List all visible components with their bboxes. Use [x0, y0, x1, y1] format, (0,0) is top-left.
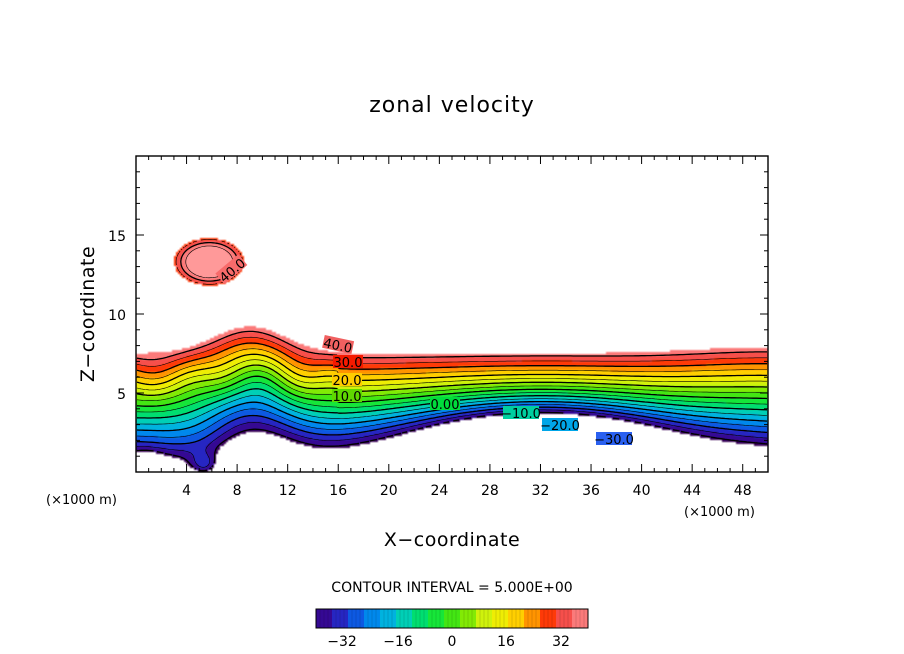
y-tick-label: 15: [108, 229, 126, 245]
colorbar-bin: [444, 609, 461, 628]
colorbar-bin: [524, 609, 541, 628]
y-tick-labels: 5 10 15: [108, 229, 126, 403]
x-tick-label: 40: [633, 483, 651, 499]
contour-lines: [136, 239, 768, 472]
x-tick-label: 44: [683, 483, 701, 499]
x-axis-label: X−coordinate: [384, 529, 520, 551]
contour-line: [136, 404, 768, 438]
colorbar-bin: [508, 609, 525, 628]
contour-label: −20.0: [540, 419, 580, 434]
colorbar-bin: [572, 609, 589, 628]
x-tick-label: 28: [481, 483, 499, 499]
x-tick-label: 36: [582, 483, 600, 499]
colorbar-bin: [332, 609, 349, 628]
colorbar-bin: [396, 609, 413, 628]
contour-labels: 40.0 40.0 30.0 20.0 10.0 0.00 −10.0 −20.…: [215, 254, 634, 448]
colorbar-bin: [380, 609, 397, 628]
y-axis-label: Z−coordinate: [77, 246, 99, 382]
contour-line: [136, 348, 767, 380]
colorbar: [316, 609, 589, 628]
tick-marks: [136, 156, 768, 472]
colorbar-bin: [476, 609, 493, 628]
x-tick-label: 32: [532, 483, 550, 499]
plot-area: [136, 156, 768, 472]
contour-line: [136, 395, 768, 425]
y-tick-label: 5: [117, 387, 126, 403]
colorbar-bin: [556, 609, 573, 628]
colorbar-tick-label: 16: [497, 634, 515, 650]
colorbar-bin: [316, 609, 333, 628]
colorbar-bin: [412, 609, 429, 628]
contour-label: 30.0: [334, 356, 363, 371]
contour-label: 20.0: [333, 374, 362, 389]
colorbar-tick-label: 0: [448, 634, 457, 650]
colorbar-tick-label: 32: [552, 634, 570, 650]
colorbar-tick-labels: −32 −16 0 16 32: [327, 634, 570, 650]
contour-line: [136, 239, 767, 367]
contour-label: 10.0: [333, 390, 362, 405]
x-unit-left: (×1000 m): [46, 493, 117, 508]
x-tick-label: 4: [182, 483, 191, 499]
contour-line: [136, 375, 768, 407]
y-tick-label: 10: [108, 308, 126, 324]
x-tick-label: 12: [279, 483, 297, 499]
colorbar-frame: [315, 608, 589, 629]
contour-line: [136, 353, 767, 386]
x-tick-label: 48: [734, 483, 752, 499]
colorbar-tick-label: −32: [327, 634, 357, 650]
colorbar-bin: [492, 609, 509, 628]
x-unit-right: (×1000 m): [684, 505, 755, 520]
chart-title: zonal velocity: [369, 93, 535, 118]
contour-label: −10.0: [501, 407, 541, 422]
x-tick-label: 20: [380, 483, 398, 499]
contour-label: −30.0: [594, 433, 634, 448]
colorbar-bin: [348, 609, 365, 628]
x-tick-labels: 4 8 12 16 20 24 28 32 36 40 44 48: [182, 483, 751, 499]
contour-interval: CONTOUR INTERVAL = 5.000E+00: [331, 580, 572, 596]
colorbar-bin: [364, 609, 381, 628]
colorbar-tick-label: −16: [383, 634, 413, 650]
contour-line: [136, 364, 767, 396]
colorbar-bin: [460, 609, 477, 628]
x-tick-label: 24: [430, 483, 448, 499]
velocity-field: [136, 156, 768, 472]
contour-label: 0.00: [431, 398, 460, 413]
x-tick-label: 16: [329, 483, 347, 499]
contour-line: [136, 342, 767, 374]
colorbar-bin: [540, 609, 557, 628]
x-tick-label: 8: [233, 483, 242, 499]
contour-label: 40.0: [322, 336, 353, 357]
contour-line: [137, 406, 768, 445]
colorbar-bin: [428, 609, 445, 628]
